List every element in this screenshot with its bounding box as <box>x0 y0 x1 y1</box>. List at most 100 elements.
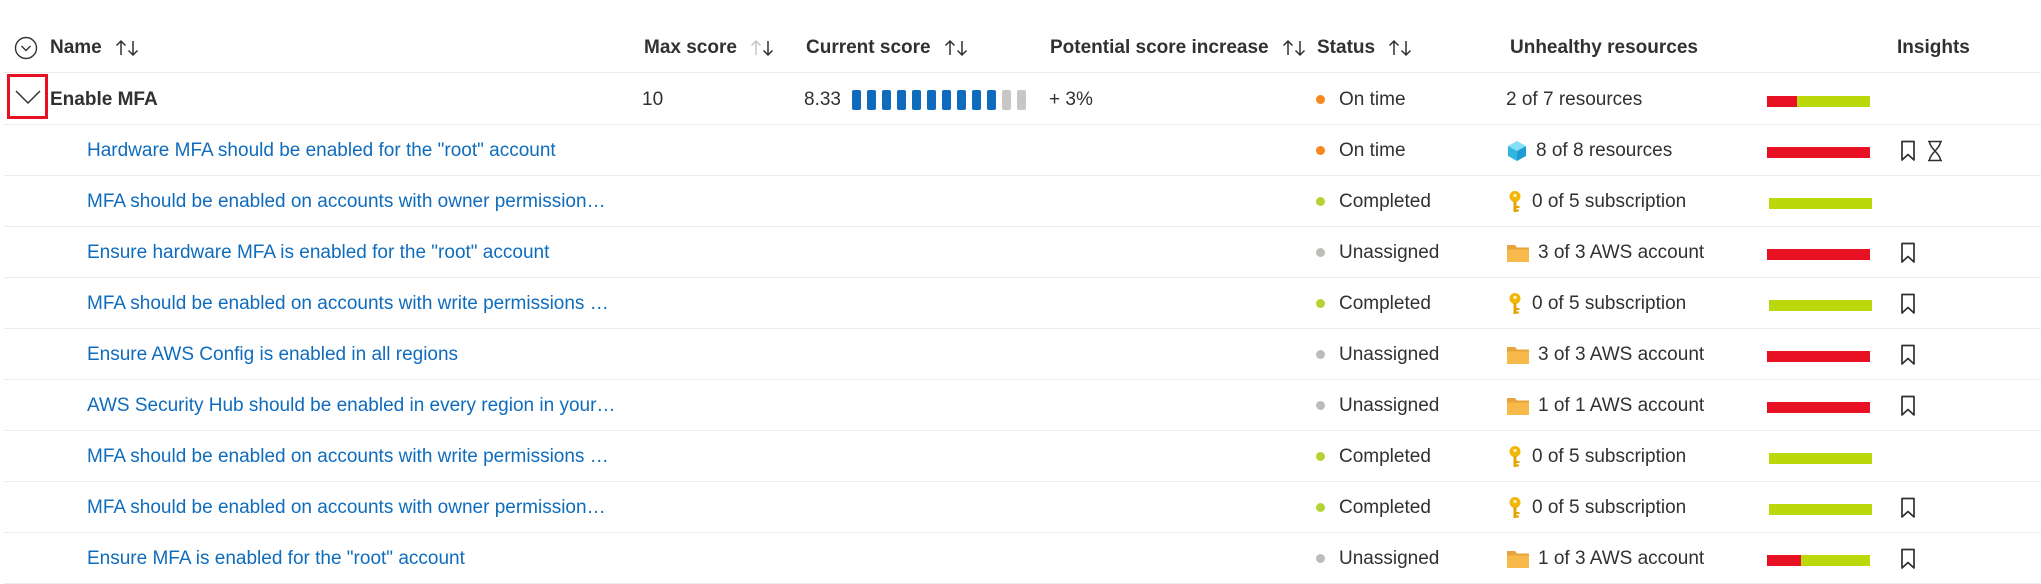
score-segment <box>1017 90 1026 110</box>
recommendation-link[interactable]: Hardware MFA should be enabled for the "… <box>87 139 556 161</box>
score-segment <box>912 90 921 110</box>
score-segment <box>852 90 861 110</box>
unhealthy-ratio-bar <box>1769 176 1872 227</box>
chevron-circle-icon <box>14 36 38 59</box>
recommendation-row[interactable]: MFA should be enabled on accounts with o… <box>0 176 2041 227</box>
bookmark-icon[interactable] <box>1900 125 1916 176</box>
folder-icon <box>1506 396 1530 416</box>
status-dot <box>1316 503 1325 512</box>
status-text: Completed <box>1339 190 1431 212</box>
status-dot <box>1316 401 1325 410</box>
unhealthy-bar-segment <box>1767 249 1870 260</box>
recommendation-link[interactable]: Ensure hardware MFA is enabled for the "… <box>87 241 550 263</box>
column-label: Current score <box>806 36 931 58</box>
divider <box>4 532 2041 533</box>
status-text: Completed <box>1339 496 1431 518</box>
unhealthy-ratio-bar <box>1767 74 1870 125</box>
bookmark-icon[interactable] <box>1900 227 1916 278</box>
recommendation-link[interactable]: Ensure MFA is enabled for the "root" acc… <box>87 547 465 569</box>
healthy-bar-segment <box>1801 555 1870 566</box>
unhealthy-resources-text: 2 of 7 resources <box>1506 88 1643 110</box>
unhealthy-ratio-bar <box>1767 329 1870 380</box>
divider <box>4 379 2041 380</box>
recommendation-link[interactable]: MFA should be enabled on accounts with w… <box>87 445 609 467</box>
folder-icon <box>1506 549 1530 569</box>
recommendation-row[interactable]: Ensure AWS Config is enabled in all regi… <box>0 329 2041 380</box>
column-header-current-score[interactable]: Current score <box>806 22 969 73</box>
expand-all-button[interactable] <box>14 22 38 73</box>
status-text: Unassigned <box>1339 343 1440 365</box>
divider <box>4 430 2041 431</box>
sort-icon <box>943 38 969 58</box>
recommendation-row[interactable]: MFA should be enabled on accounts with w… <box>0 278 2041 329</box>
divider <box>4 175 2041 176</box>
recommendation-link[interactable]: MFA should be enabled on accounts with o… <box>87 190 606 212</box>
sort-icon <box>749 38 775 58</box>
potential-score-value: + 3% <box>1049 88 1093 110</box>
unhealthy-ratio-bar <box>1769 278 1872 329</box>
unhealthy-resources-text: 1 of 3 AWS account <box>1538 547 1705 569</box>
recommendation-row[interactable]: Ensure MFA is enabled for the "root" acc… <box>0 533 2041 584</box>
divider <box>4 481 2041 482</box>
score-segment <box>987 90 996 110</box>
score-segment <box>897 90 906 110</box>
unhealthy-resources-text: 3 of 3 AWS account <box>1538 343 1705 365</box>
unhealthy-resources-text: 0 of 5 subscription <box>1532 496 1687 518</box>
bookmark-icon[interactable] <box>1900 482 1916 533</box>
divider <box>4 277 2041 278</box>
bookmark-icon[interactable] <box>1900 380 1916 431</box>
sort-icon <box>1281 38 1307 58</box>
column-label: Status <box>1317 36 1376 58</box>
unhealthy-ratio-bar <box>1769 431 1872 482</box>
column-header-max-score[interactable]: Max score <box>644 22 775 73</box>
bookmark-icon[interactable] <box>1900 329 1916 380</box>
recommendation-link[interactable]: MFA should be enabled on accounts with w… <box>87 292 609 314</box>
healthy-bar-segment <box>1769 198 1872 209</box>
unhealthy-resources-text: 3 of 3 AWS account <box>1538 241 1705 263</box>
collapse-group-button[interactable] <box>7 74 48 119</box>
column-header-insights: Insights <box>1897 22 1970 73</box>
recommendation-row[interactable]: MFA should be enabled on accounts with w… <box>0 431 2041 482</box>
unhealthy-resources-text: 0 of 5 subscription <box>1532 190 1687 212</box>
sort-icon <box>114 38 140 58</box>
column-header-name[interactable]: Name <box>50 22 140 73</box>
status-text: On time <box>1339 88 1406 110</box>
status-text: Unassigned <box>1339 394 1440 416</box>
unhealthy-resources-text: 8 of 8 resources <box>1536 139 1673 161</box>
group-row[interactable]: Enable MFA 10 8.33 + 3% On time 2 of 7 r… <box>0 74 2041 125</box>
bookmark-icon[interactable] <box>1900 278 1916 329</box>
max-score-value: 10 <box>642 88 664 110</box>
unhealthy-ratio-bar <box>1767 227 1870 278</box>
column-label: Unhealthy resources <box>1510 36 1698 58</box>
recommendation-link[interactable]: AWS Security Hub should be enabled in ev… <box>87 394 616 416</box>
column-header-potential-score-increase[interactable]: Potential score increase <box>1050 22 1307 73</box>
unhealthy-bar-segment <box>1767 147 1870 158</box>
recommendation-row[interactable]: Ensure hardware MFA is enabled for the "… <box>0 227 2041 278</box>
recommendation-row[interactable]: Hardware MFA should be enabled for the "… <box>0 125 2041 176</box>
recommendation-row[interactable]: MFA should be enabled on accounts with o… <box>0 482 2041 533</box>
column-header-unhealthy-resources: Unhealthy resources <box>1510 22 1698 73</box>
status-text: Unassigned <box>1339 547 1440 569</box>
unhealthy-resources-text: 1 of 1 AWS account <box>1538 394 1705 416</box>
status-text: Completed <box>1339 292 1431 314</box>
recommendation-link[interactable]: Ensure AWS Config is enabled in all regi… <box>87 343 459 365</box>
status-dot <box>1316 197 1325 206</box>
recommendation-row[interactable]: AWS Security Hub should be enabled in ev… <box>0 380 2041 431</box>
folder-icon <box>1506 345 1530 365</box>
unhealthy-ratio-bar <box>1767 533 1870 584</box>
recommendation-link[interactable]: MFA should be enabled on accounts with o… <box>87 496 606 518</box>
score-segment <box>942 90 951 110</box>
status-dot <box>1316 146 1325 155</box>
unhealthy-bar-segment <box>1767 402 1870 413</box>
key-icon <box>1506 190 1524 214</box>
unhealthy-ratio-bar <box>1769 482 1872 533</box>
hourglass-icon[interactable] <box>1926 125 1944 176</box>
status-dot <box>1316 452 1325 461</box>
unhealthy-bar-segment <box>1767 555 1801 566</box>
status-text: On time <box>1339 139 1406 161</box>
bookmark-icon[interactable] <box>1900 533 1916 584</box>
status-dot <box>1316 248 1325 257</box>
column-header-status[interactable]: Status <box>1317 22 1413 73</box>
folder-icon <box>1506 243 1530 263</box>
key-icon <box>1506 445 1524 469</box>
